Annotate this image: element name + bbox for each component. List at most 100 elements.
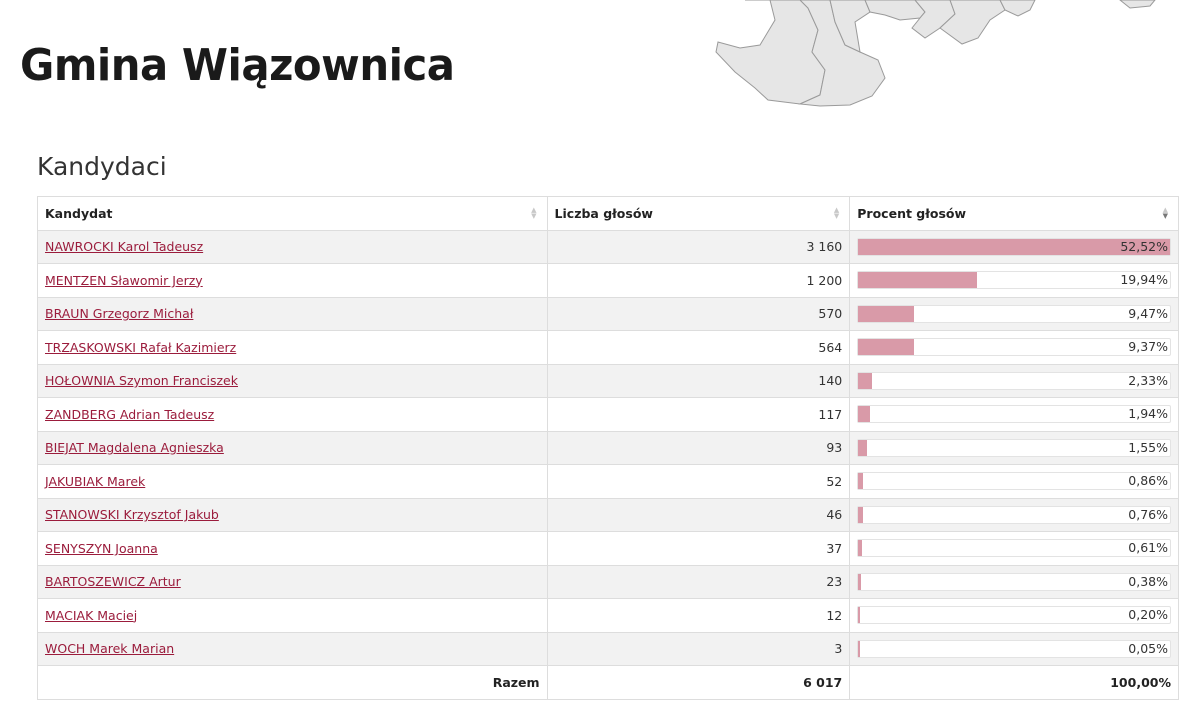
- candidate-link[interactable]: NAWROCKI Karol Tadeusz: [45, 239, 204, 255]
- percent-bar: 52,52%: [857, 237, 1171, 256]
- candidate-cell: BIEJAT Magdalena Agnieszka: [37, 430, 548, 465]
- percent-bar: 0,86%: [857, 472, 1171, 491]
- percent-bar: 0,38%: [857, 572, 1171, 591]
- percent-bar: 1,94%: [857, 405, 1171, 424]
- region-map[interactable]: [700, 0, 1200, 115]
- percent-bar: 0,05%: [857, 639, 1171, 658]
- percent-bar-fill: [858, 540, 862, 557]
- table-row: MACIAK Maciej 12 0,20%: [37, 598, 1179, 633]
- table-header-row: Kandydat ▲ ▼ Liczba głosów ▲ ▼ Procent gło…: [37, 196, 1179, 231]
- percent-value: 2,33%: [1128, 372, 1168, 388]
- percent-cell: 0,20%: [849, 598, 1179, 633]
- candidate-link[interactable]: BARTOSZEWICZ Artur: [45, 574, 181, 590]
- candidate-cell: SENYSZYN Joanna: [37, 531, 548, 566]
- total-label: Razem: [37, 665, 548, 700]
- column-header-label: Kandydat: [45, 205, 113, 221]
- percent-cell: 19,94%: [849, 263, 1179, 298]
- candidate-cell: HOŁOWNIA Szymon Franciszek: [37, 363, 548, 398]
- table-body: NAWROCKI Karol Tadeusz 3 160 52,52% MENTZEN…: [37, 229, 1179, 666]
- candidate-cell: BARTOSZEWICZ Artur: [37, 564, 548, 599]
- candidate-cell: ZANDBERG Adrian Tadeusz: [37, 397, 548, 432]
- percent-bar: 0,61%: [857, 539, 1171, 558]
- candidate-link[interactable]: BRAUN Grzegorz Michał: [45, 306, 194, 322]
- candidate-cell: BRAUN Grzegorz Michał: [37, 296, 548, 331]
- candidate-link[interactable]: WOCH Marek Marian: [45, 641, 175, 657]
- table-row: TRZASKOWSKI Rafał Kazimierz 564 9,37%: [37, 330, 1179, 365]
- percent-bar-fill: [858, 640, 861, 657]
- table-row: ZANDBERG Adrian Tadeusz 117 1,94%: [37, 397, 1179, 432]
- table-row: BIEJAT Magdalena Agnieszka 93 1,55%: [37, 430, 1179, 465]
- percent-value: 19,94%: [1120, 272, 1168, 288]
- candidate-cell: WOCH Marek Marian: [37, 631, 548, 666]
- percent-value: 0,05%: [1128, 640, 1168, 656]
- table-row: STANOWSKI Krzysztof Jakub 46 0,76%: [37, 497, 1179, 532]
- candidate-link[interactable]: MACIAK Maciej: [45, 607, 138, 623]
- percent-bar: 0,20%: [857, 606, 1171, 625]
- percent-cell: 1,55%: [849, 430, 1179, 465]
- table-row: MENTZEN Sławomir Jerzy 1 200 19,94%: [37, 263, 1179, 298]
- percent-value: 0,86%: [1128, 473, 1168, 489]
- table-footer-row: Razem 6 017 100,00%: [37, 665, 1179, 700]
- percent-bar: 9,37%: [857, 338, 1171, 357]
- percent-cell: 0,61%: [849, 531, 1179, 566]
- percent-bar-fill: [858, 272, 977, 289]
- candidate-link[interactable]: TRZASKOWSKI Rafał Kazimierz: [45, 339, 237, 355]
- candidate-cell: TRZASKOWSKI Rafał Kazimierz: [37, 330, 548, 365]
- votes-cell: 140: [546, 363, 851, 398]
- percent-bar: 9,47%: [857, 304, 1171, 323]
- candidate-link[interactable]: HOŁOWNIA Szymon Franciszek: [45, 373, 238, 389]
- percent-cell: 0,38%: [849, 564, 1179, 599]
- percent-cell: 0,86%: [849, 464, 1179, 499]
- votes-cell: 12: [546, 598, 851, 633]
- total-percent: 100,00%: [849, 665, 1179, 700]
- column-header-percent[interactable]: Procent głosów ▲ ▼: [849, 196, 1179, 231]
- percent-value: 1,55%: [1128, 439, 1168, 455]
- candidate-cell: MENTZEN Sławomir Jerzy: [37, 263, 548, 298]
- percent-bar-fill: [858, 439, 868, 456]
- percent-value: 0,76%: [1128, 506, 1168, 522]
- results-table: Kandydat ▲ ▼ Liczba głosów ▲ ▼ Procent gło…: [37, 196, 1179, 700]
- votes-cell: 93: [546, 430, 851, 465]
- page-title: Gmina Wiązownica: [20, 40, 455, 91]
- percent-cell: 0,76%: [849, 497, 1179, 532]
- votes-cell: 3 160: [546, 229, 851, 264]
- percent-value: 52,52%: [1120, 238, 1168, 254]
- votes-cell: 46: [546, 497, 851, 532]
- percent-value: 0,38%: [1128, 573, 1168, 589]
- column-header-candidate[interactable]: Kandydat ▲ ▼: [37, 196, 548, 231]
- column-header-label: Procent głosów: [857, 205, 967, 221]
- percent-bar-fill: [858, 339, 914, 356]
- percent-bar-fill: [858, 506, 863, 523]
- votes-cell: 570: [546, 296, 851, 331]
- column-header-votes[interactable]: Liczba głosów ▲ ▼: [546, 196, 851, 231]
- sort-icon[interactable]: ▲ ▼: [531, 206, 537, 220]
- candidate-cell: JAKUBIAK Marek: [37, 464, 548, 499]
- votes-cell: 37: [546, 531, 851, 566]
- sort-desc-icon[interactable]: ▲ ▼: [1162, 206, 1168, 220]
- candidate-link[interactable]: STANOWSKI Krzysztof Jakub: [45, 507, 219, 523]
- table-row: JAKUBIAK Marek 52 0,86%: [37, 464, 1179, 499]
- candidate-link[interactable]: SENYSZYN Joanna: [45, 540, 158, 556]
- percent-bar-fill: [858, 372, 873, 389]
- percent-cell: 1,94%: [849, 397, 1179, 432]
- percent-value: 0,20%: [1128, 607, 1168, 623]
- votes-cell: 1 200: [546, 263, 851, 298]
- table-row: WOCH Marek Marian 3 0,05%: [37, 631, 1179, 666]
- percent-cell: 9,37%: [849, 330, 1179, 365]
- percent-bar-fill: [858, 473, 864, 490]
- candidate-link[interactable]: BIEJAT Magdalena Agnieszka: [45, 440, 224, 456]
- table-row: SENYSZYN Joanna 37 0,61%: [37, 531, 1179, 566]
- candidate-link[interactable]: MENTZEN Sławomir Jerzy: [45, 272, 203, 288]
- table-row: BRAUN Grzegorz Michał 570 9,47%: [37, 296, 1179, 331]
- percent-value: 0,61%: [1128, 540, 1168, 556]
- percent-value: 9,47%: [1128, 305, 1168, 321]
- sort-icon[interactable]: ▲ ▼: [833, 206, 840, 220]
- votes-cell: 117: [546, 397, 851, 432]
- percent-bar-fill: [858, 238, 1170, 255]
- percent-bar: 1,55%: [857, 438, 1171, 457]
- candidate-link[interactable]: ZANDBERG Adrian Tadeusz: [45, 406, 215, 422]
- percent-bar: 2,33%: [857, 371, 1171, 390]
- table-row: HOŁOWNIA Szymon Franciszek 140 2,33%: [37, 363, 1179, 398]
- percent-cell: 9,47%: [849, 296, 1179, 331]
- candidate-link[interactable]: JAKUBIAK Marek: [45, 473, 146, 489]
